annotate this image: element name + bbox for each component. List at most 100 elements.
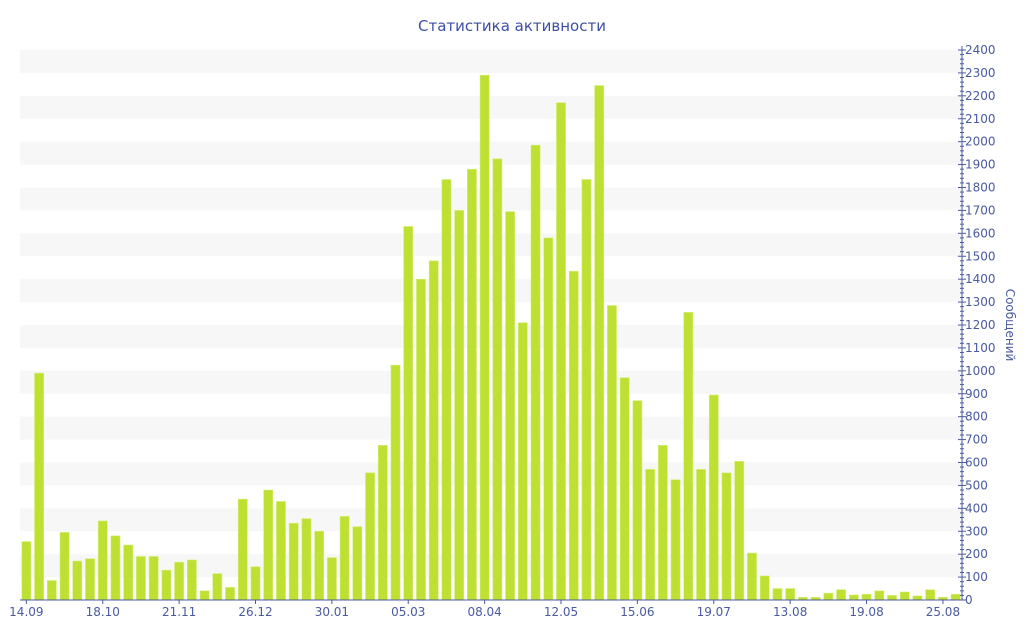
y-axis: 0 100 200 300 400 500 600 700 800 900 1000 1100 1200… xyxy=(958,43,996,607)
bar xyxy=(21,541,32,601)
grid-band xyxy=(20,416,962,440)
y-tick-label: 1600 xyxy=(965,226,996,240)
bar xyxy=(568,270,579,601)
y-tick-label: 300 xyxy=(965,524,988,538)
bar xyxy=(276,501,286,601)
bar xyxy=(670,479,681,601)
y-tick-label: 2300 xyxy=(965,66,996,80)
bar xyxy=(836,589,846,601)
y-tick-label: 1800 xyxy=(965,181,996,195)
bar xyxy=(250,566,261,601)
grid-bands xyxy=(20,50,962,578)
grid-band xyxy=(20,370,962,394)
bar xyxy=(925,589,936,601)
y-tick-label: 800 xyxy=(965,410,988,424)
x-tick-label: 18.10 xyxy=(86,605,120,619)
grid-band xyxy=(20,187,962,211)
bar xyxy=(416,278,426,601)
bar xyxy=(861,593,872,601)
bar xyxy=(467,168,477,601)
y-tick-label: 1200 xyxy=(965,318,996,332)
grid-band xyxy=(20,462,962,486)
x-axis: 14.09 18.10 21.11 26.12 30.01 05.03 08.04 12.05… xyxy=(9,599,962,619)
bar xyxy=(301,518,312,601)
x-tick-label: 15.06 xyxy=(620,605,654,619)
bar xyxy=(174,561,185,601)
bar xyxy=(785,588,796,601)
bar xyxy=(225,587,235,601)
bar xyxy=(314,530,325,601)
bar xyxy=(212,573,223,601)
grid-band xyxy=(20,95,962,119)
bar xyxy=(747,552,757,601)
y-tick-label: 2200 xyxy=(965,89,996,103)
bar xyxy=(543,237,554,601)
grid-band xyxy=(20,141,962,165)
y-tick-label: 700 xyxy=(965,433,988,447)
bar xyxy=(505,211,515,601)
bar xyxy=(85,558,95,601)
bar xyxy=(186,559,197,601)
y-tick-label: 1500 xyxy=(965,249,996,263)
grid-band xyxy=(20,508,962,532)
bar xyxy=(97,520,108,601)
y-tick-label: 2400 xyxy=(965,43,996,57)
bar xyxy=(683,312,694,601)
x-tick-label: 19.07 xyxy=(697,605,731,619)
bar xyxy=(950,593,961,601)
grid-band xyxy=(20,279,962,303)
bar xyxy=(657,445,668,601)
bar xyxy=(823,592,834,601)
y-tick-label: 1000 xyxy=(965,364,996,378)
y-tick-label: 600 xyxy=(965,456,988,470)
bar xyxy=(59,532,70,601)
y-tick-label: 1100 xyxy=(965,341,996,355)
bar xyxy=(161,569,172,601)
x-tick-label: 25.08 xyxy=(926,605,960,619)
bar xyxy=(632,400,643,601)
bar xyxy=(912,595,923,601)
bar xyxy=(263,489,274,601)
bar xyxy=(365,472,375,601)
bar xyxy=(199,590,210,601)
grid-band xyxy=(20,554,962,578)
bar xyxy=(530,144,541,601)
bar xyxy=(708,394,719,601)
bar xyxy=(72,560,83,601)
bars xyxy=(21,74,961,601)
bar xyxy=(237,498,248,601)
x-tick-label: 13.08 xyxy=(773,605,807,619)
bar xyxy=(492,158,503,601)
y-tick-label: 2100 xyxy=(965,112,996,126)
y-tick-label: 0 xyxy=(965,593,973,607)
bar xyxy=(899,591,910,601)
x-tick-label: 14.09 xyxy=(9,605,43,619)
x-tick-label: 08.04 xyxy=(467,605,501,619)
y-tick-label: 2000 xyxy=(965,135,996,149)
bar xyxy=(377,445,388,601)
bar xyxy=(759,575,770,601)
bar xyxy=(479,74,490,601)
bar xyxy=(441,179,452,601)
bar xyxy=(148,556,159,601)
y-tick-label: 400 xyxy=(965,501,988,515)
bar xyxy=(390,364,401,601)
grid-band xyxy=(20,325,962,348)
bar xyxy=(352,526,363,601)
x-tick-label: 19.08 xyxy=(849,605,883,619)
bar xyxy=(136,556,146,601)
bar xyxy=(288,522,299,601)
grid-band xyxy=(20,50,962,73)
bar xyxy=(619,377,630,601)
x-tick-label: 26.12 xyxy=(238,605,272,619)
bar xyxy=(326,557,337,601)
bar xyxy=(848,594,859,601)
bar xyxy=(874,590,885,601)
bar xyxy=(34,372,44,601)
y-tick-label: 1400 xyxy=(965,272,996,286)
x-tick-label: 12.05 xyxy=(544,605,578,619)
bar xyxy=(46,580,57,601)
y-axis-title: Сообщений xyxy=(1003,289,1017,362)
y-tick-label: 1700 xyxy=(965,203,996,217)
